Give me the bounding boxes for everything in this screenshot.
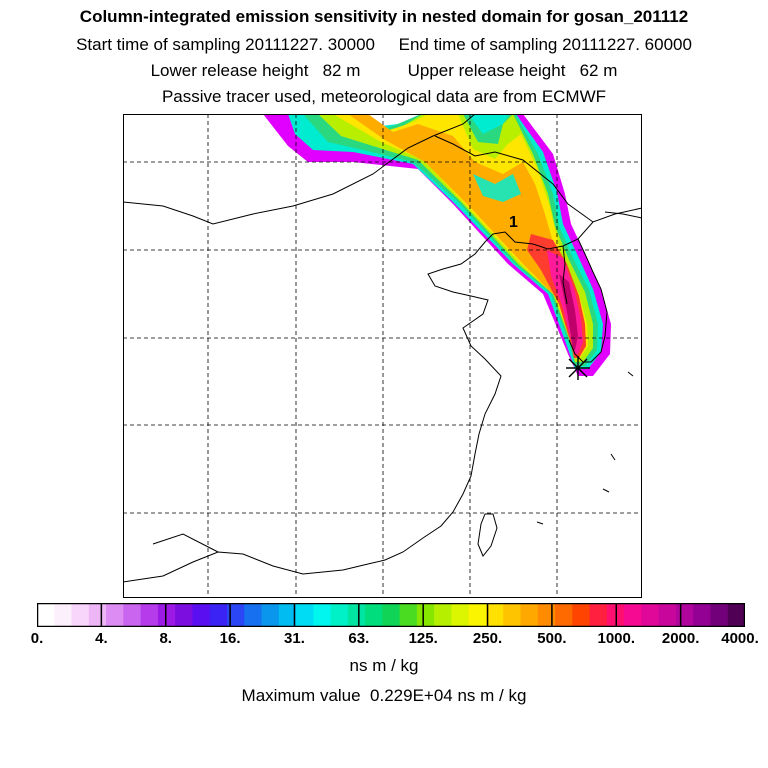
- colorbar-swatch: [296, 603, 314, 627]
- colorbar-swatch: [278, 603, 297, 627]
- colorbar-tick-label: 2000.: [661, 630, 700, 647]
- colorbar-swatch: [658, 603, 677, 627]
- colorbar-swatch: [537, 603, 556, 627]
- colorbar-swatch: [416, 603, 435, 627]
- colorbar-tick-label: 16.: [219, 630, 241, 647]
- colorbar-swatch: [382, 603, 401, 627]
- colorbar-swatch: [37, 603, 55, 627]
- colorbar-tick-label: 8.: [159, 630, 172, 647]
- colorbar-swatch: [399, 603, 418, 627]
- colorbar-swatch: [140, 603, 159, 627]
- sampling-time-line: Start time of sampling 20111227. 30000 E…: [76, 35, 692, 54]
- star-marker: [566, 356, 590, 380]
- coastlines-and-borders: [123, 114, 642, 583]
- map-panel: 1: [123, 114, 642, 598]
- colorbar-swatch: [54, 603, 73, 627]
- colorbar-swatch: [727, 603, 746, 627]
- colorbar-swatch: [675, 603, 694, 627]
- colorbar-swatch: [555, 603, 573, 627]
- colorbar-swatch: [244, 603, 262, 627]
- receptor-point-label: 1: [509, 214, 518, 231]
- colorbar-swatch: [503, 603, 522, 627]
- colorbar-tick-label: 31.: [284, 630, 305, 647]
- colorbar-swatch: [624, 603, 642, 627]
- colorbar-swatch: [88, 603, 107, 627]
- colorbar-swatch: [313, 603, 332, 627]
- colorbar-tick-label: 1000.: [597, 630, 636, 647]
- colorbar-swatch: [434, 603, 452, 627]
- colorbar-swatch: [693, 603, 711, 627]
- map-title: Column-integrated emission sensitivity i…: [79, 7, 689, 26]
- colorbar-swatch: [226, 603, 245, 627]
- colorbar-units: ns m / kg: [349, 656, 419, 675]
- colorbar-tick-label: 4.: [95, 630, 108, 647]
- map-border: [123, 114, 642, 598]
- colorbar-swatch: [641, 603, 660, 627]
- colorbar-swatch: [192, 603, 211, 627]
- colorbar-swatch: [175, 603, 193, 627]
- map-svg: 1: [123, 114, 642, 598]
- emission-plume: [263, 114, 611, 376]
- maximum-value-text: Maximum value 0.229E+04 ns m / kg: [241, 686, 527, 705]
- colorbar-tick-label: 0.: [30, 630, 44, 647]
- graticule: [123, 114, 642, 598]
- colorbar-swatch: [123, 603, 142, 627]
- colorbar-tick-label: 4000.: [721, 630, 759, 647]
- colorbar-swatch: [365, 603, 383, 627]
- colorbar-swatch: [451, 603, 470, 627]
- colorbar-tick-label: 250.: [472, 630, 503, 647]
- colorbar-tick-label: 63.: [348, 630, 370, 647]
- colorbar-swatch: [589, 603, 608, 627]
- colorbar-swatch: [209, 603, 228, 627]
- colorbar-border: [36, 602, 746, 628]
- colorbar-swatch: [330, 603, 349, 627]
- colorbar-swatch: [572, 603, 591, 627]
- colorbar-svg: [36, 602, 746, 628]
- colorbar-swatch: [157, 603, 176, 627]
- colorbar-swatch: [71, 603, 90, 627]
- colorbar: [36, 602, 746, 628]
- colorbar-swatch: [347, 603, 366, 627]
- release-height-line: Lower release height 82 m Upper release …: [150, 61, 618, 80]
- colorbar-tick-label: 125.: [408, 630, 438, 647]
- colorbar-swatch: [106, 603, 124, 627]
- colorbar-swatch: [468, 603, 487, 627]
- colorbar-swatch: [261, 603, 280, 627]
- colorbar-tick-label: 500.: [537, 630, 567, 647]
- tracer-info-line: Passive tracer used, meteorological data…: [161, 87, 607, 106]
- colorbar-swatch: [710, 603, 729, 627]
- colorbar-swatch: [520, 603, 539, 627]
- colorbar-swatch: [485, 603, 504, 627]
